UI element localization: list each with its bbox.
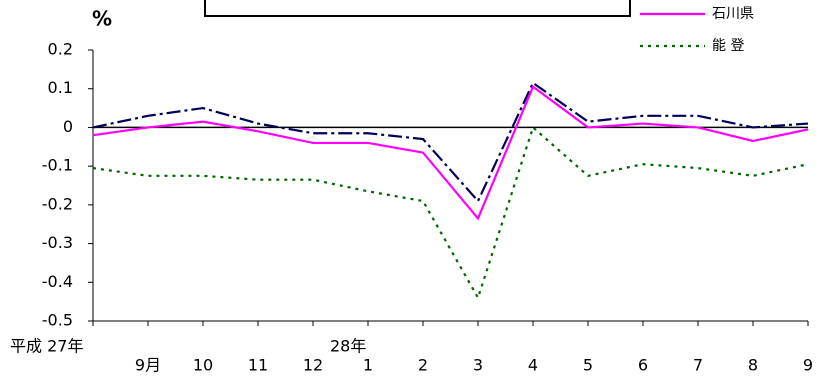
x-tick-label: 10 [193, 356, 213, 375]
y-tick-label: -0.1 [42, 156, 73, 175]
y-tick-label: 0.1 [48, 78, 73, 97]
y-tick-label: 0 [63, 117, 73, 136]
x-tick-label: 9月 [135, 356, 161, 375]
x-tick-label: 11 [248, 356, 268, 375]
y-tick-label: -0.3 [42, 233, 73, 252]
y-tick-label: -0.5 [42, 311, 73, 330]
series-line [92, 125, 809, 301]
year-label: 28年 [330, 337, 366, 356]
x-tick-label: 12 [303, 356, 323, 375]
series-line [92, 85, 809, 221]
x-tick-label: 8 [748, 356, 758, 375]
year-label: 平成 27年 [10, 337, 83, 356]
x-tick-label: 2 [418, 356, 428, 375]
series-line [92, 81, 809, 203]
x-tick-label: 7 [693, 356, 703, 375]
y-tick-label: 0.2 [48, 40, 73, 59]
x-tick-label: 3 [473, 356, 483, 375]
x-tick-label: 6 [638, 356, 648, 375]
x-tick-label: 4 [528, 356, 538, 375]
legend-label: 石川県 [712, 6, 754, 22]
x-tick-label: 9 [803, 356, 813, 375]
x-tick-label: 5 [583, 356, 593, 375]
y-tick-label: -0.2 [42, 194, 73, 213]
title-box [204, 0, 631, 17]
x-tick-label: 1 [363, 356, 373, 375]
legend-label: 能 登 [712, 38, 744, 54]
y-unit: % [92, 7, 112, 31]
y-tick-label: -0.4 [42, 272, 73, 291]
